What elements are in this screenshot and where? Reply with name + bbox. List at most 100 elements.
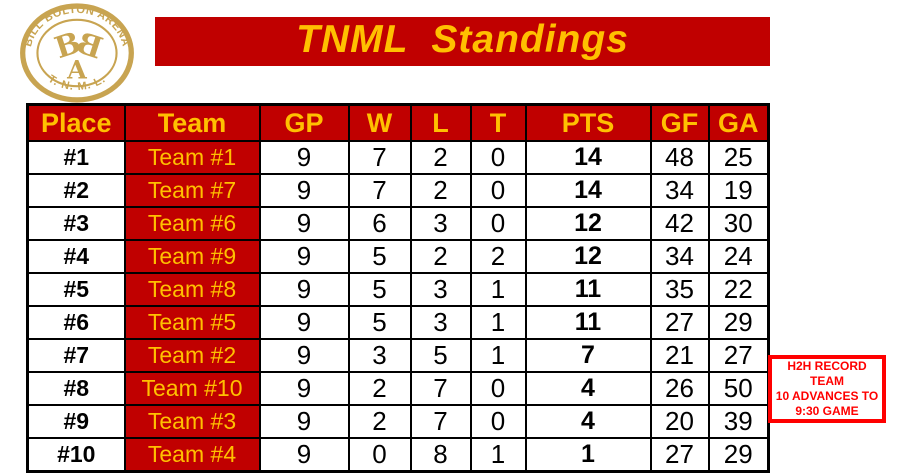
- ga-cell: 27: [707, 338, 770, 373]
- l-cell: 3: [409, 206, 472, 241]
- ga-cell: 25: [707, 140, 770, 175]
- col-header-l: L: [409, 103, 472, 142]
- table-row: #4 Team #9 9 5 2 2 12 34 24: [26, 239, 770, 274]
- gf-cell: 34: [649, 173, 710, 208]
- team-cell: Team #1: [123, 140, 261, 175]
- gp-cell: 9: [258, 173, 350, 208]
- table-row: #2 Team #7 9 7 2 0 14 34 19: [26, 173, 770, 208]
- ga-cell: 29: [707, 305, 770, 340]
- w-cell: 7: [347, 173, 412, 208]
- pts-cell: 11: [524, 272, 652, 307]
- l-cell: 3: [409, 305, 472, 340]
- team-cell: Team #4: [123, 437, 261, 473]
- l-cell: 7: [409, 371, 472, 406]
- t-cell: 0: [469, 140, 527, 175]
- table-row: #3 Team #6 9 6 3 0 12 42 30: [26, 206, 770, 241]
- w-cell: 3: [347, 338, 412, 373]
- t-cell: 0: [469, 404, 527, 439]
- col-header-t: T: [469, 103, 527, 142]
- gf-cell: 20: [649, 404, 710, 439]
- table-row: #6 Team #5 9 5 3 1 11 27 29: [26, 305, 770, 340]
- ga-cell: 19: [707, 173, 770, 208]
- col-header-w: W: [347, 103, 412, 142]
- team-cell: Team #8: [123, 272, 261, 307]
- team-cell: Team #9: [123, 239, 261, 274]
- team-cell: Team #10: [123, 371, 261, 406]
- gp-cell: 9: [258, 206, 350, 241]
- table-row: #8 Team #10 9 2 7 0 4 26 50: [26, 371, 770, 406]
- place-cell: #5: [26, 272, 126, 307]
- table-header-row: Place Team GP W L T PTS GF GA: [26, 103, 770, 142]
- pts-cell: 1: [524, 437, 652, 473]
- pts-cell: 14: [524, 140, 652, 175]
- gf-cell: 42: [649, 206, 710, 241]
- team-cell: Team #7: [123, 173, 261, 208]
- gf-cell: 21: [649, 338, 710, 373]
- w-cell: 2: [347, 371, 412, 406]
- table-row: #10 Team #4 9 0 8 1 1 27 29: [26, 437, 770, 473]
- l-cell: 8: [409, 437, 472, 473]
- h2h-note-line: 9:30 GAME: [795, 404, 859, 418]
- gf-cell: 48: [649, 140, 710, 175]
- col-header-place: Place: [26, 103, 126, 142]
- pts-cell: 14: [524, 173, 652, 208]
- gf-cell: 26: [649, 371, 710, 406]
- gp-cell: 9: [258, 140, 350, 175]
- gp-cell: 9: [258, 305, 350, 340]
- place-cell: #7: [26, 338, 126, 373]
- team-cell: Team #5: [123, 305, 261, 340]
- place-cell: #3: [26, 206, 126, 241]
- h2h-note-line: H2H RECORD TEAM: [787, 359, 867, 388]
- page-title: TNML Standings: [296, 17, 629, 61]
- pts-cell: 4: [524, 404, 652, 439]
- t-cell: 1: [469, 305, 527, 340]
- gp-cell: 9: [258, 239, 350, 274]
- gp-cell: 9: [258, 404, 350, 439]
- table-row: #7 Team #2 9 3 5 1 7 21 27: [26, 338, 770, 373]
- ga-cell: 39: [707, 404, 770, 439]
- col-header-team: Team: [123, 103, 261, 142]
- place-cell: #6: [26, 305, 126, 340]
- logo-outer-ring: [20, 3, 134, 103]
- table-row: #9 Team #3 9 2 7 0 4 20 39: [26, 404, 770, 439]
- table-row: #5 Team #8 9 5 3 1 11 35 22: [26, 272, 770, 307]
- t-cell: 2: [469, 239, 527, 274]
- ga-cell: 30: [707, 206, 770, 241]
- team-cell: Team #2: [123, 338, 261, 373]
- place-cell: #10: [26, 437, 126, 473]
- gp-cell: 9: [258, 371, 350, 406]
- l-cell: 5: [409, 338, 472, 373]
- t-cell: 1: [469, 272, 527, 307]
- w-cell: 7: [347, 140, 412, 175]
- team-cell: Team #6: [123, 206, 261, 241]
- col-header-gf: GF: [649, 103, 710, 142]
- place-cell: #9: [26, 404, 126, 439]
- place-cell: #4: [26, 239, 126, 274]
- h2h-note-line: 10 ADVANCES TO: [775, 389, 879, 403]
- t-cell: 0: [469, 206, 527, 241]
- gf-cell: 35: [649, 272, 710, 307]
- gf-cell: 34: [649, 239, 710, 274]
- pts-cell: 7: [524, 338, 652, 373]
- gf-cell: 27: [649, 437, 710, 473]
- ga-cell: 50: [707, 371, 770, 406]
- pts-cell: 12: [524, 206, 652, 241]
- ga-cell: 22: [707, 272, 770, 307]
- w-cell: 5: [347, 272, 412, 307]
- w-cell: 2: [347, 404, 412, 439]
- t-cell: 1: [469, 338, 527, 373]
- t-cell: 1: [469, 437, 527, 473]
- col-header-pts: PTS: [524, 103, 652, 142]
- ga-cell: 24: [707, 239, 770, 274]
- w-cell: 5: [347, 239, 412, 274]
- w-cell: 6: [347, 206, 412, 241]
- logo-monogram-a-icon: A: [66, 54, 87, 84]
- logo-inner-ring: [36, 18, 118, 88]
- place-cell: #8: [26, 371, 126, 406]
- pts-cell: 4: [524, 371, 652, 406]
- l-cell: 2: [409, 239, 472, 274]
- l-cell: 2: [409, 140, 472, 175]
- w-cell: 0: [347, 437, 412, 473]
- table-row: #1 Team #1 9 7 2 0 14 48 25: [26, 140, 770, 175]
